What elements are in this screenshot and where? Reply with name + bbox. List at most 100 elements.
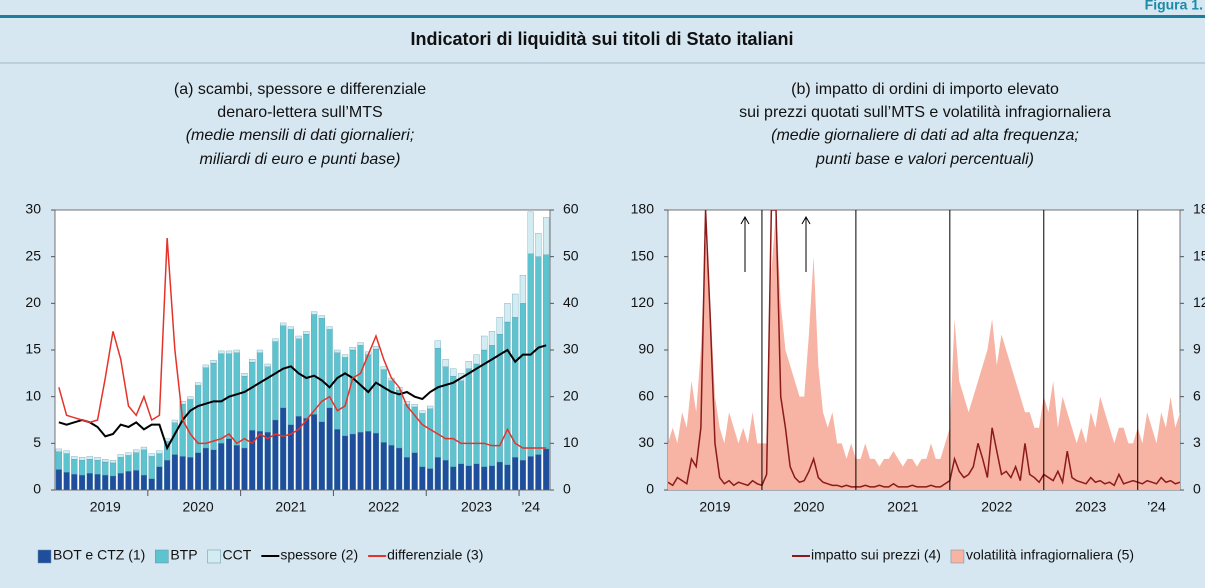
y-tick-label: 0: [646, 481, 654, 497]
legend-label: volatilità infragiornaliera (5): [966, 547, 1134, 563]
y2-tick-label: 3: [1193, 434, 1201, 450]
x-tick-label: 2022: [368, 499, 399, 515]
panel-subtitle: miliardi di euro e punti base): [200, 151, 401, 168]
bar-segment: [473, 463, 480, 490]
bar-segment: [194, 452, 202, 490]
bar-segment: [140, 474, 148, 490]
bar-segment: [303, 331, 310, 335]
legend-label: CCT: [223, 547, 252, 563]
bar-segment: [71, 473, 78, 490]
bar-segment: [318, 421, 325, 490]
bar-segment: [71, 459, 78, 475]
bar-segment: [210, 449, 217, 490]
bar-segment: [117, 454, 124, 458]
y2-tick-label: 12: [1193, 294, 1205, 310]
line-series: [668, 210, 1180, 488]
y-tick-label: 120: [631, 294, 655, 310]
bar-segment: [334, 429, 341, 490]
bar-segment: [488, 331, 496, 346]
bar-segment: [86, 456, 93, 460]
bar-segment: [357, 342, 364, 346]
bar-segment: [156, 450, 163, 454]
bar-segment: [311, 314, 318, 415]
bar-segment: [78, 457, 86, 461]
bar-segment: [457, 380, 465, 465]
bar-segment: [241, 375, 248, 449]
bar-segment: [473, 354, 480, 365]
bar-segment: [434, 347, 441, 458]
y-tick-label: 20: [25, 294, 41, 310]
bar-segment: [179, 403, 186, 457]
bar-segment: [125, 455, 132, 472]
bar-segment: [140, 446, 148, 451]
bar-segment: [148, 456, 155, 479]
bar-segment: [63, 450, 70, 454]
bar-segment: [403, 403, 411, 458]
y-tick-label: 15: [25, 341, 41, 357]
bar-segment: [86, 473, 93, 490]
bar-segment: [287, 329, 294, 425]
y2-tick-label: 50: [563, 247, 579, 263]
bar-segment: [535, 454, 542, 490]
bar-segment: [272, 338, 279, 342]
bar-segment: [357, 431, 364, 490]
bar-segment: [194, 382, 202, 386]
bar-segment: [78, 459, 86, 476]
panel-title: sui prezzi quotati sull’MTS e volatilità…: [739, 104, 1111, 121]
bar-segment: [488, 465, 496, 490]
panel-title: denaro-lettera sull’MTS: [217, 104, 382, 121]
y-tick-label: 90: [638, 341, 654, 357]
bar-segment: [187, 399, 194, 458]
bar-segment: [496, 317, 503, 335]
y-tick-label: 10: [25, 387, 41, 403]
bar-segment: [102, 459, 109, 463]
y2-tick-label: 60: [563, 201, 579, 217]
x-tick-label: 2023: [1075, 499, 1106, 515]
off-scale-arrows: [740, 215, 811, 272]
panel-subtitle: (medie mensili di dati giornalieri;: [186, 127, 415, 144]
bar-segment: [63, 453, 70, 473]
bar-segment: [419, 410, 426, 414]
bar-segment: [481, 349, 488, 467]
bar-segment: [427, 408, 434, 469]
bar-segment: [94, 459, 101, 475]
legend-label: differenziale (3): [387, 547, 483, 563]
legend-label: spessore (2): [280, 547, 358, 563]
y-tick-label: 180: [631, 201, 655, 217]
bar-segment: [403, 457, 411, 490]
bar-segment: [465, 361, 472, 369]
bar-segment: [241, 447, 248, 490]
bar-segment: [326, 407, 333, 490]
y-tick-label: 60: [638, 387, 654, 403]
bar-segment: [450, 466, 457, 490]
bar-segment: [527, 456, 534, 490]
bar-segment: [365, 431, 372, 490]
bar-segment: [465, 465, 472, 490]
bar-segment: [187, 457, 194, 490]
bar-segment: [249, 361, 256, 431]
bar-segment: [218, 353, 225, 444]
y2-tick-label: 6: [1193, 387, 1201, 403]
y-tick-label: 30: [638, 434, 654, 450]
x-tick-label: ’24: [1147, 499, 1166, 515]
bar-segment: [280, 325, 287, 409]
bar-segment: [519, 275, 527, 304]
bar-segment: [388, 445, 395, 490]
bar-segment: [380, 369, 387, 443]
bar-segment: [233, 445, 240, 490]
bar-segment: [148, 478, 155, 490]
x-tick-label: 2019: [699, 499, 730, 515]
bar-segment: [295, 338, 302, 417]
bar-segment: [349, 433, 356, 490]
bar-segment: [419, 466, 426, 490]
bar-segment: [109, 475, 117, 490]
bar-segment: [218, 443, 225, 490]
y2-tick-label: 20: [563, 387, 579, 403]
bar-segment: [427, 468, 434, 490]
panel-title: (b) impatto di ordini di importo elevato: [791, 81, 1059, 98]
bar-segment: [164, 459, 171, 490]
bar-segment: [225, 350, 233, 354]
bar-segment: [465, 368, 472, 466]
bar-segment: [102, 461, 109, 476]
bar-segment: [396, 389, 403, 449]
